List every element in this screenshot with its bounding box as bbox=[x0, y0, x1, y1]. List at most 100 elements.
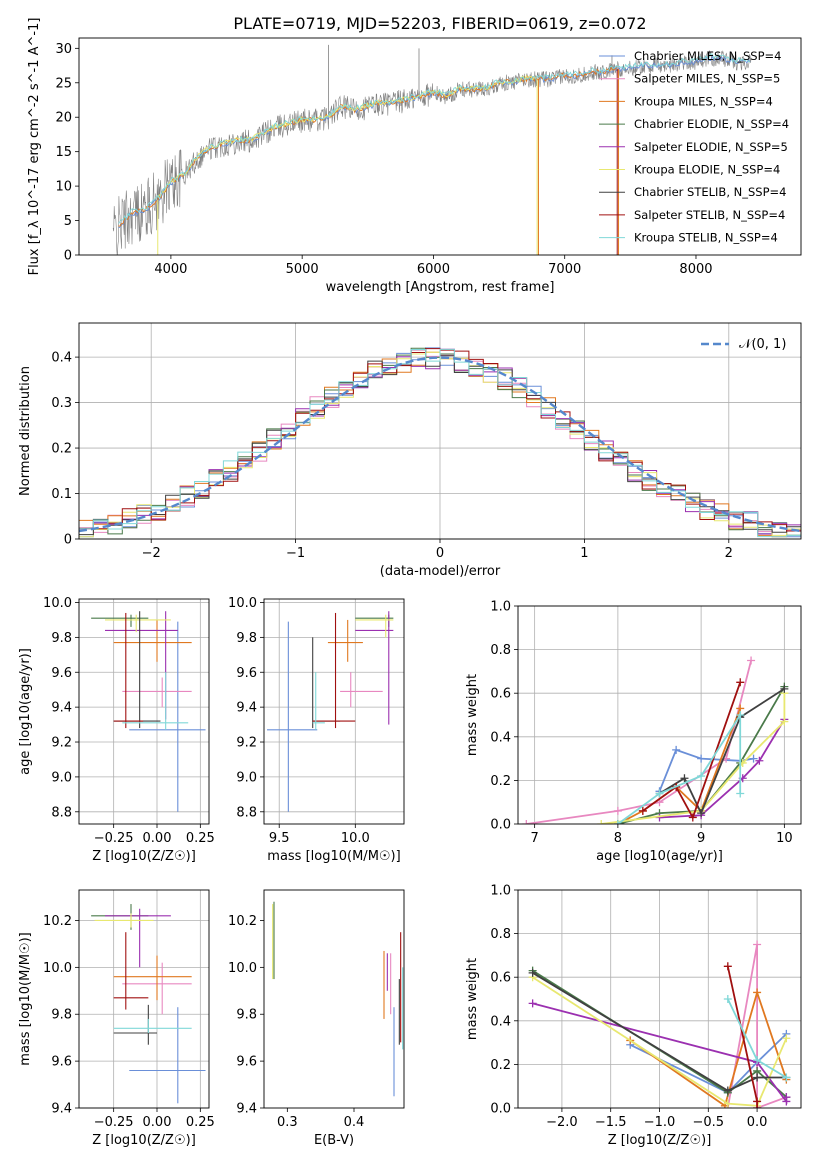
y-tick-label: 0 bbox=[64, 533, 72, 548]
y-tick-label: 9.8 bbox=[236, 1008, 257, 1023]
x-tick-label: 9.5 bbox=[269, 831, 290, 846]
x-tick-label: 6000 bbox=[417, 262, 450, 277]
y-axis-label: age [log10(age/yr)] bbox=[18, 648, 33, 775]
plot-area bbox=[91, 904, 206, 1104]
x-tick-label: 0.00 bbox=[143, 831, 172, 846]
weight-marker bbox=[753, 1073, 762, 1082]
model-fit-line bbox=[118, 53, 751, 224]
grid-lines bbox=[79, 890, 209, 1109]
weight-marker bbox=[723, 995, 732, 1003]
weight-marker bbox=[680, 774, 689, 783]
y-tick-label: 8.8 bbox=[236, 805, 257, 820]
weight-marker bbox=[753, 940, 762, 949]
y-tick-label: 0.3 bbox=[51, 396, 72, 411]
x-axis-label: wavelength [Angstrom, rest frame] bbox=[326, 280, 555, 295]
weight-marker bbox=[528, 999, 537, 1008]
y-tick-label: 9.2 bbox=[236, 736, 257, 751]
legend-label: Chabrier ELODIE, N_SSP=4 bbox=[634, 117, 789, 131]
x-axis-label: Z [log10(Z/Z☉)] bbox=[92, 1133, 196, 1148]
y-tick-label: 10.0 bbox=[43, 596, 72, 611]
weight-marker bbox=[723, 1086, 732, 1095]
x-tick-label: 2 bbox=[725, 546, 733, 561]
weight-marker bbox=[655, 789, 664, 798]
y-tick-label: 0.8 bbox=[490, 927, 511, 942]
axes-frame: 0.3 0.4 9.4 9.6 9.8 10.0 10.2 E(B-V) bbox=[228, 889, 405, 1148]
legend-label: Kroupa STELIB, N_SSP=4 bbox=[634, 231, 778, 245]
panel-weight_vs_age: 7 8 9 10 0.0 0.2 0.4 0.6 0.8 1.0 age [log10(age/yr… bbox=[465, 600, 802, 864]
x-tick-label: −1 bbox=[286, 546, 305, 561]
x-tick-label: 10.0 bbox=[341, 831, 370, 846]
y-tick-label: 0.6 bbox=[490, 687, 511, 702]
weight-marker bbox=[782, 1034, 791, 1043]
weight-line bbox=[532, 976, 788, 1107]
x-axis-label: (data-model)/error bbox=[380, 564, 501, 579]
x-tick-label: 0.25 bbox=[186, 1115, 215, 1130]
y-axis-label: Normed distribution bbox=[18, 366, 33, 496]
weight-marker bbox=[697, 772, 706, 781]
x-tick-label: −0.5 bbox=[693, 1115, 725, 1130]
x-tick-label: −1.0 bbox=[644, 1115, 676, 1130]
y-tick-label: 25 bbox=[55, 76, 72, 91]
y-tick-label: 0.2 bbox=[490, 1058, 511, 1073]
figure-title: PLATE=0719, MJD=52203, FIBERID=0619, z=0… bbox=[233, 14, 646, 33]
y-tick-label: 9.4 bbox=[236, 701, 257, 716]
y-axis-label: mass weight bbox=[465, 958, 480, 1040]
y-tick-label: 0.4 bbox=[490, 1014, 511, 1029]
observed-spectrum bbox=[112, 50, 752, 255]
axes-frame: −2 −1 0 1 2 0 0.1 0.2 0.3 0.4 (data-model)/error No… bbox=[18, 322, 802, 579]
y-tick-label: 30 bbox=[55, 42, 72, 57]
panel-age_vs_Z: −0.25 0.00 0.25 8.8 9.0 9.2 9.4 9.6 9.8 10.0 Z [lo… bbox=[18, 596, 215, 864]
y-tick-label: 0.0 bbox=[490, 818, 511, 833]
plot-area bbox=[91, 611, 206, 812]
weight-marker bbox=[782, 1093, 791, 1102]
plot-area bbox=[528, 940, 791, 1108]
model-fit-line bbox=[118, 66, 617, 227]
y-axis-label: mass weight bbox=[465, 674, 480, 756]
axes-box bbox=[78, 889, 210, 1109]
y-tick-label: 9.6 bbox=[51, 1055, 72, 1070]
x-tick-label: 9 bbox=[697, 831, 705, 846]
weight-marker bbox=[697, 809, 706, 818]
y-tick-label: 9.2 bbox=[51, 736, 72, 751]
y-tick-label: 9.4 bbox=[236, 1102, 257, 1117]
y-tick-label: 20 bbox=[55, 111, 72, 126]
legend-label: Kroupa ELODIE, N_SSP=4 bbox=[634, 163, 780, 177]
y-tick-label: 0.0 bbox=[490, 1102, 511, 1117]
weight-marker bbox=[613, 806, 622, 815]
y-tick-label: 9.8 bbox=[51, 1008, 72, 1023]
weight-marker bbox=[736, 678, 745, 687]
axes-box bbox=[78, 37, 802, 256]
y-tick-label: 10 bbox=[55, 180, 72, 195]
weight-line bbox=[642, 682, 742, 820]
weight-marker bbox=[736, 711, 745, 719]
x-tick-label: 1 bbox=[580, 546, 588, 561]
panel-weight_vs_Z: −2.0 −1.5 −1.0 −0.5 0.0 0.0 0.2 0.4 0.6 0.8 1.0 Z [… bbox=[465, 884, 802, 1148]
x-tick-label: 0.0 bbox=[747, 1115, 768, 1130]
legend-label: Salpeter ELODIE, N_SSP=5 bbox=[634, 140, 788, 154]
legend-label: Chabrier STELIB, N_SSP=4 bbox=[634, 185, 786, 199]
y-tick-label: 10.0 bbox=[228, 961, 257, 976]
y-tick-label: 0.8 bbox=[490, 643, 511, 658]
weight-line bbox=[726, 944, 787, 1108]
weight-marker bbox=[723, 962, 732, 971]
y-tick-label: 5 bbox=[64, 214, 72, 229]
weight-line bbox=[629, 989, 788, 1108]
panel-spectrum: 4000 5000 6000 7000 8000 0 5 10 15 20 25 30 waveleng… bbox=[27, 18, 802, 295]
axes-box bbox=[263, 889, 405, 1109]
x-tick-label: 5000 bbox=[286, 262, 319, 277]
grid-lines bbox=[264, 599, 404, 824]
grid-lines bbox=[79, 599, 209, 824]
axes-box bbox=[517, 889, 802, 1109]
weight-marker bbox=[528, 968, 537, 977]
plot-area bbox=[79, 347, 801, 538]
weight-marker bbox=[736, 789, 745, 798]
y-tick-label: 0.1 bbox=[51, 487, 72, 502]
x-axis-label: age [log10(age/yr)] bbox=[596, 849, 723, 864]
legend-label: Salpeter MILES, N_SSP=5 bbox=[634, 72, 780, 86]
y-tick-label: 0.2 bbox=[490, 774, 511, 789]
y-axis-label: mass [log10(M/M☉)] bbox=[18, 932, 33, 1065]
y-tick-label: 9.0 bbox=[236, 770, 257, 785]
panel-residuals: −2 −1 0 1 2 0 0.1 0.2 0.3 0.4 (data-model)/error No… bbox=[18, 322, 802, 579]
plot-area bbox=[267, 611, 394, 812]
